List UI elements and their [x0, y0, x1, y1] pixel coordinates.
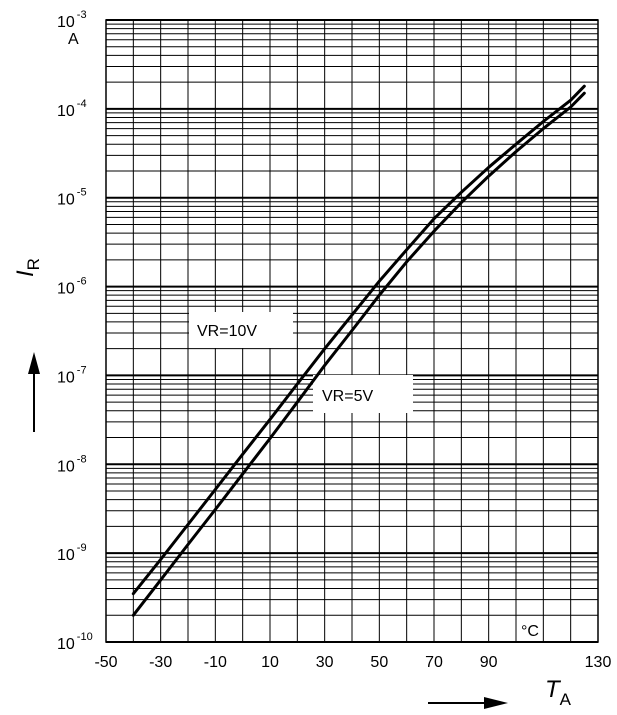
series-layer: [131, 84, 586, 617]
x-tick-label: 50: [370, 654, 388, 671]
y-tick-base: 10: [57, 458, 75, 475]
y-axis-title-subscript: R: [24, 258, 43, 270]
series-line-vr10: [131, 84, 586, 596]
label-background-layer: [189, 312, 413, 413]
x-tick-label: 30: [316, 654, 334, 671]
y-tick-exponent: -6: [77, 276, 87, 288]
vr10-label-background: [189, 312, 293, 348]
series-label-vr5: VR=5V: [322, 388, 373, 405]
y-tick-exponent: -10: [77, 631, 93, 643]
y-axis-title-letter: I: [12, 270, 39, 277]
x-tick-label: -50: [94, 654, 117, 671]
series-label-vr10: VR=10V: [197, 323, 257, 340]
y-tick-base: 10: [57, 636, 75, 653]
y-tick-label: 10 -10: [57, 631, 93, 653]
y-tick-base: 10: [57, 192, 75, 209]
y-tick-exponent: -8: [77, 453, 87, 465]
y-tick-label: 10 -5: [57, 187, 87, 209]
x-axis-title-letter: T: [545, 676, 562, 703]
x-tick-label: -10: [204, 654, 227, 671]
y-tick-label: 10 -7: [57, 364, 87, 386]
x-axis-title-subscript: A: [560, 690, 572, 709]
plot-frame: [105, 19, 599, 643]
y-tick-label: 10 -3: [57, 9, 87, 31]
y-tick-label: 10 -4: [57, 98, 87, 120]
x-tick-label: 130: [585, 654, 612, 671]
y-tick-base: 10: [57, 103, 75, 120]
x-tick-label: -30: [149, 654, 172, 671]
y-axis-title: IR: [12, 258, 43, 277]
x-axis-arrow: [428, 697, 508, 709]
x-axis-title: TA: [545, 676, 572, 709]
y-tick-exponent: -3: [77, 9, 87, 21]
y-tick-label: 10 -9: [57, 542, 87, 564]
y-tick-base: 10: [57, 281, 75, 298]
grid-layer: [105, 19, 599, 643]
y-tick-exponent: -7: [77, 364, 87, 376]
x-tick-label: 10: [261, 654, 279, 671]
y-tick-label: 10 -8: [57, 453, 87, 475]
x-tick-label: 70: [425, 654, 443, 671]
y-tick-base: 10: [57, 547, 75, 564]
y-axis-arrow: [28, 352, 40, 432]
y-tick-exponent: -5: [77, 187, 87, 199]
y-tick-label: 10 -6: [57, 276, 87, 298]
x-axis-title-main: TA: [545, 676, 572, 709]
y-tick-exponent: -9: [77, 542, 87, 554]
y-tick-base: 10: [57, 14, 75, 31]
y-tick-base: 10: [57, 369, 75, 386]
y-unit-label: A: [68, 31, 79, 48]
y-axis-title-main: IR: [12, 258, 43, 277]
x-tick-label: 90: [480, 654, 498, 671]
vr5-label-background: [313, 375, 413, 413]
y-tick-exponent: -4: [77, 98, 87, 110]
series-line-vr5: [131, 91, 586, 617]
x-unit-label: °C: [521, 623, 539, 640]
